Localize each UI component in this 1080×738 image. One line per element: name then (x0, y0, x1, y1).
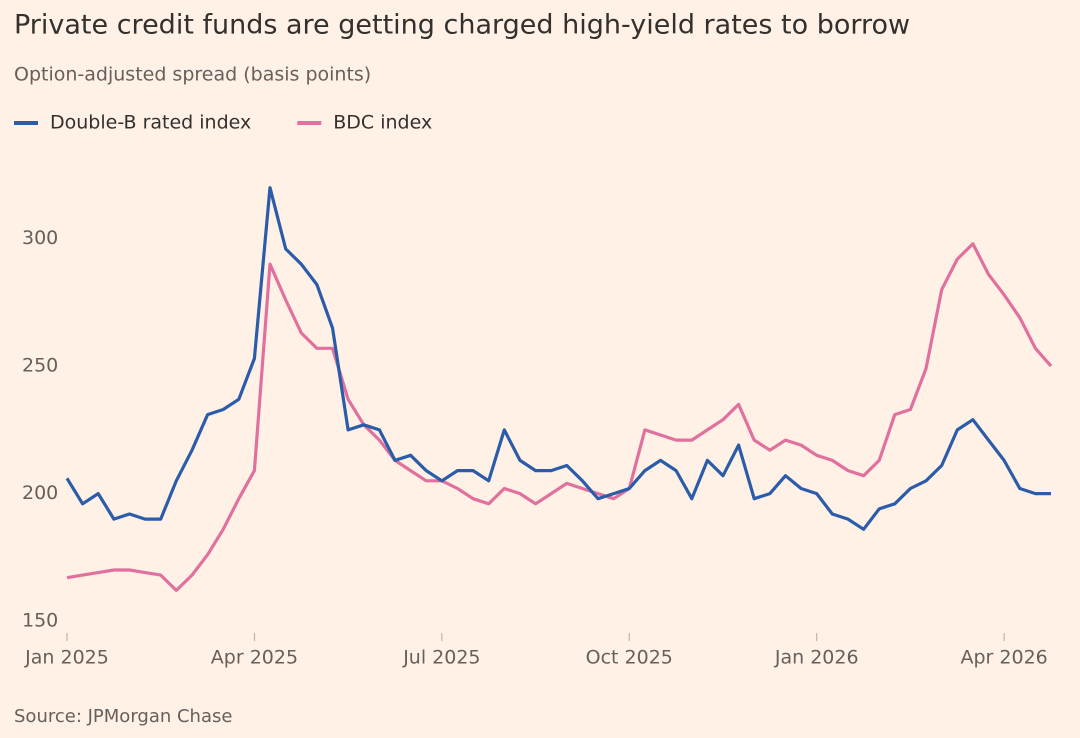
series-line (66, 242, 1053, 592)
y-tick-label: 250 (22, 355, 58, 377)
x-tick-label: Jan 2025 (24, 647, 109, 669)
x-tick-label: Apr 2025 (211, 647, 298, 669)
y-tick-label: 150 (22, 610, 58, 632)
x-tick-label: Oct 2025 (586, 647, 673, 669)
y-tick-label: 200 (22, 482, 58, 504)
x-tick-label: Apr 2026 (961, 647, 1048, 669)
y-tick-label: 300 (22, 227, 58, 249)
legend-label: BDC index (333, 112, 432, 134)
x-tick-label: Jul 2025 (402, 647, 480, 669)
legend-label: Double-B rated index (50, 112, 251, 134)
x-tick-label: Jan 2026 (774, 647, 859, 669)
chart-subtitle: Option-adjusted spread (basis points) (14, 64, 371, 86)
source: Source: JPMorgan Chase (14, 706, 232, 727)
series-line (65, 186, 1051, 531)
chart-title: Private credit funds are getting charged… (14, 10, 910, 41)
